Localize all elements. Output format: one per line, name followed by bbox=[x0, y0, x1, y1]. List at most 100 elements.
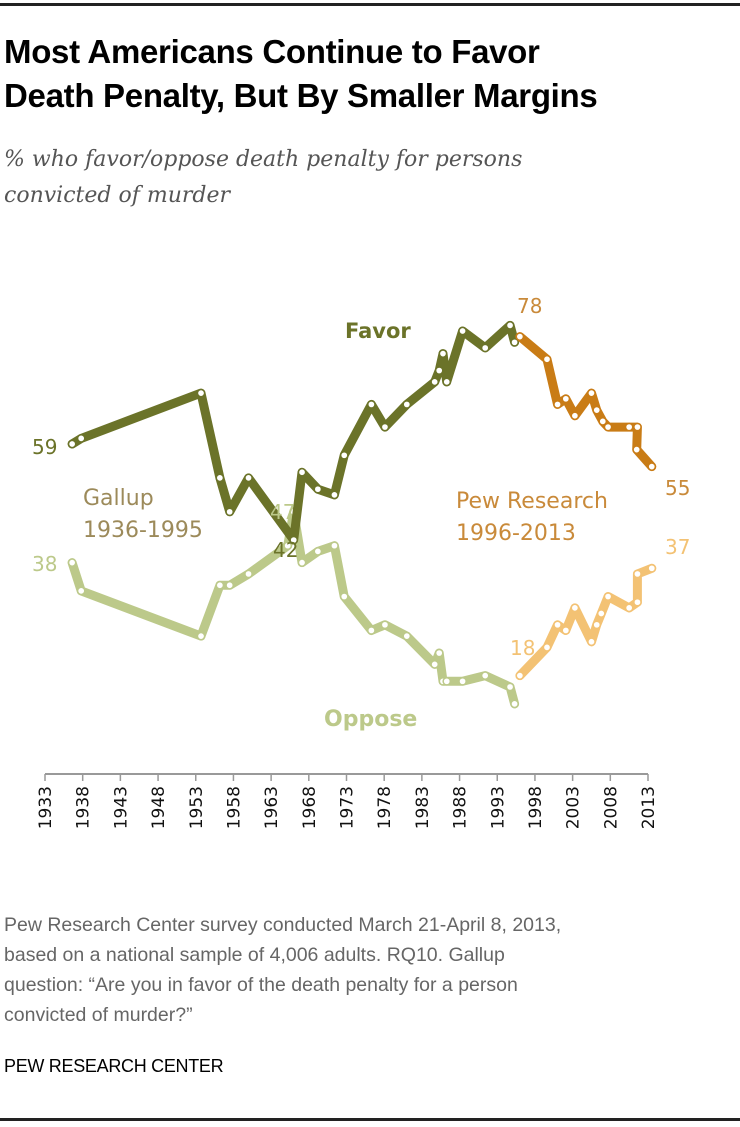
data-point bbox=[313, 484, 323, 494]
data-point bbox=[67, 558, 77, 568]
data-point bbox=[297, 558, 307, 568]
bottom-rule bbox=[0, 1118, 740, 1121]
series-oppose-gallup bbox=[67, 507, 520, 709]
pew-source-label-line-1: Pew Research bbox=[456, 489, 608, 514]
data-point bbox=[283, 541, 293, 551]
x-tick-label: 1943 bbox=[111, 786, 131, 829]
data-point bbox=[196, 631, 206, 641]
value-label-pew-oppose-start: 18 bbox=[510, 636, 535, 660]
data-point bbox=[330, 490, 339, 500]
data-point bbox=[553, 400, 562, 409]
data-point bbox=[367, 626, 376, 635]
data-point bbox=[561, 394, 571, 404]
data-point bbox=[603, 422, 613, 432]
data-point bbox=[297, 467, 307, 477]
series-line bbox=[67, 320, 520, 545]
data-point bbox=[510, 337, 519, 347]
data-point bbox=[480, 671, 490, 681]
data-point bbox=[480, 343, 490, 353]
data-point bbox=[624, 422, 634, 432]
data-point bbox=[542, 354, 552, 364]
x-tick-label: 1973 bbox=[338, 786, 358, 829]
data-point bbox=[434, 366, 444, 375]
source-line-1: Pew Research Center survey conducted Mar… bbox=[4, 914, 562, 936]
value-label-pew-favor-start: 78 bbox=[517, 294, 542, 318]
data-point bbox=[442, 676, 452, 686]
data-point bbox=[367, 400, 376, 409]
subtitle-line-1: % who favor/oppose death penalty for per… bbox=[4, 147, 523, 172]
data-point bbox=[402, 400, 412, 409]
data-point bbox=[289, 535, 299, 545]
subtitle-line-2: convicted of murder bbox=[4, 183, 231, 208]
x-tick-label: 2008 bbox=[601, 786, 621, 829]
data-point bbox=[313, 547, 323, 556]
data-point bbox=[587, 388, 596, 398]
x-tick-label: 1968 bbox=[300, 786, 320, 829]
gallup-source-label-line-2: 1936-1995 bbox=[83, 518, 203, 543]
data-point bbox=[430, 377, 440, 387]
data-point bbox=[633, 597, 642, 607]
brand-label: PEW RESEARCH CENTER bbox=[4, 1056, 224, 1076]
data-point bbox=[402, 631, 412, 641]
value-label-pew-favor-end: 55 bbox=[665, 476, 690, 500]
data-point bbox=[570, 411, 580, 421]
data-point bbox=[515, 671, 525, 681]
x-tick-label: 1993 bbox=[488, 786, 508, 829]
value-label-oppose-high: 47 bbox=[270, 500, 295, 524]
data-point bbox=[596, 609, 606, 618]
x-tick-label: 1988 bbox=[451, 786, 471, 829]
annotations: Favor Oppose Gallup 1936-1995 Pew Resear… bbox=[32, 294, 690, 732]
x-tick-label: 1938 bbox=[74, 786, 94, 829]
series-line bbox=[515, 563, 657, 681]
data-point bbox=[330, 541, 339, 551]
data-point bbox=[442, 377, 452, 387]
data-point bbox=[380, 422, 390, 432]
data-point bbox=[592, 405, 602, 415]
x-tick-label: 1978 bbox=[375, 786, 395, 829]
data-point bbox=[438, 349, 448, 358]
data-point bbox=[215, 473, 225, 483]
data-point bbox=[434, 648, 444, 658]
x-tick-label: 1953 bbox=[187, 786, 207, 829]
favor-series-label: Favor bbox=[345, 319, 411, 343]
data-point bbox=[553, 620, 562, 630]
series-favor-pew bbox=[515, 332, 657, 472]
data-point bbox=[458, 326, 467, 336]
x-tick-label: 1958 bbox=[224, 786, 244, 829]
data-point bbox=[430, 660, 440, 669]
x-tick-label: 2013 bbox=[639, 786, 659, 829]
x-axis: 1933 1938 1943 1948 1953 1958 1963 1968 1973 1978… bbox=[36, 773, 659, 829]
data-point bbox=[505, 682, 515, 692]
x-tick-label: 1933 bbox=[36, 786, 56, 829]
oppose-series-label: Oppose bbox=[324, 707, 417, 732]
data-point bbox=[633, 422, 642, 432]
line-chart: 1933 1938 1943 1948 1953 1958 1963 1968 1973 1978… bbox=[32, 294, 690, 829]
data-point bbox=[633, 569, 642, 579]
data-point bbox=[339, 450, 349, 460]
data-point bbox=[632, 445, 642, 454]
gallup-source-label-line-1: Gallup bbox=[83, 486, 154, 511]
source-line-4: convicted of murder?” bbox=[4, 1004, 193, 1026]
value-label-favor-start: 59 bbox=[32, 435, 57, 459]
x-tick-label: 1963 bbox=[262, 786, 282, 829]
series-favor-gallup bbox=[67, 320, 520, 545]
data-point bbox=[458, 676, 467, 686]
chart-title: Most Americans Continue to Favor Death P… bbox=[4, 30, 740, 118]
source-line-3: question: “Are you in favor of the death… bbox=[4, 974, 518, 996]
x-tick-label: 1998 bbox=[526, 786, 546, 829]
data-point bbox=[215, 580, 225, 590]
series-line bbox=[515, 332, 657, 472]
data-point bbox=[570, 603, 580, 613]
source-note: Pew Research Center survey conducted Mar… bbox=[4, 910, 734, 1030]
data-point bbox=[515, 332, 525, 341]
data-point bbox=[339, 592, 349, 601]
data-point bbox=[561, 626, 571, 635]
series-lines bbox=[67, 320, 657, 709]
data-point bbox=[505, 321, 515, 330]
data-point bbox=[225, 580, 235, 590]
title-line-2: Death Penalty, But By Smaller Margins bbox=[4, 77, 598, 114]
chart-subtitle: % who favor/oppose death penalty for per… bbox=[4, 142, 704, 214]
data-point bbox=[380, 620, 390, 630]
data-point bbox=[647, 462, 657, 471]
x-tick-label: 1983 bbox=[413, 786, 433, 829]
